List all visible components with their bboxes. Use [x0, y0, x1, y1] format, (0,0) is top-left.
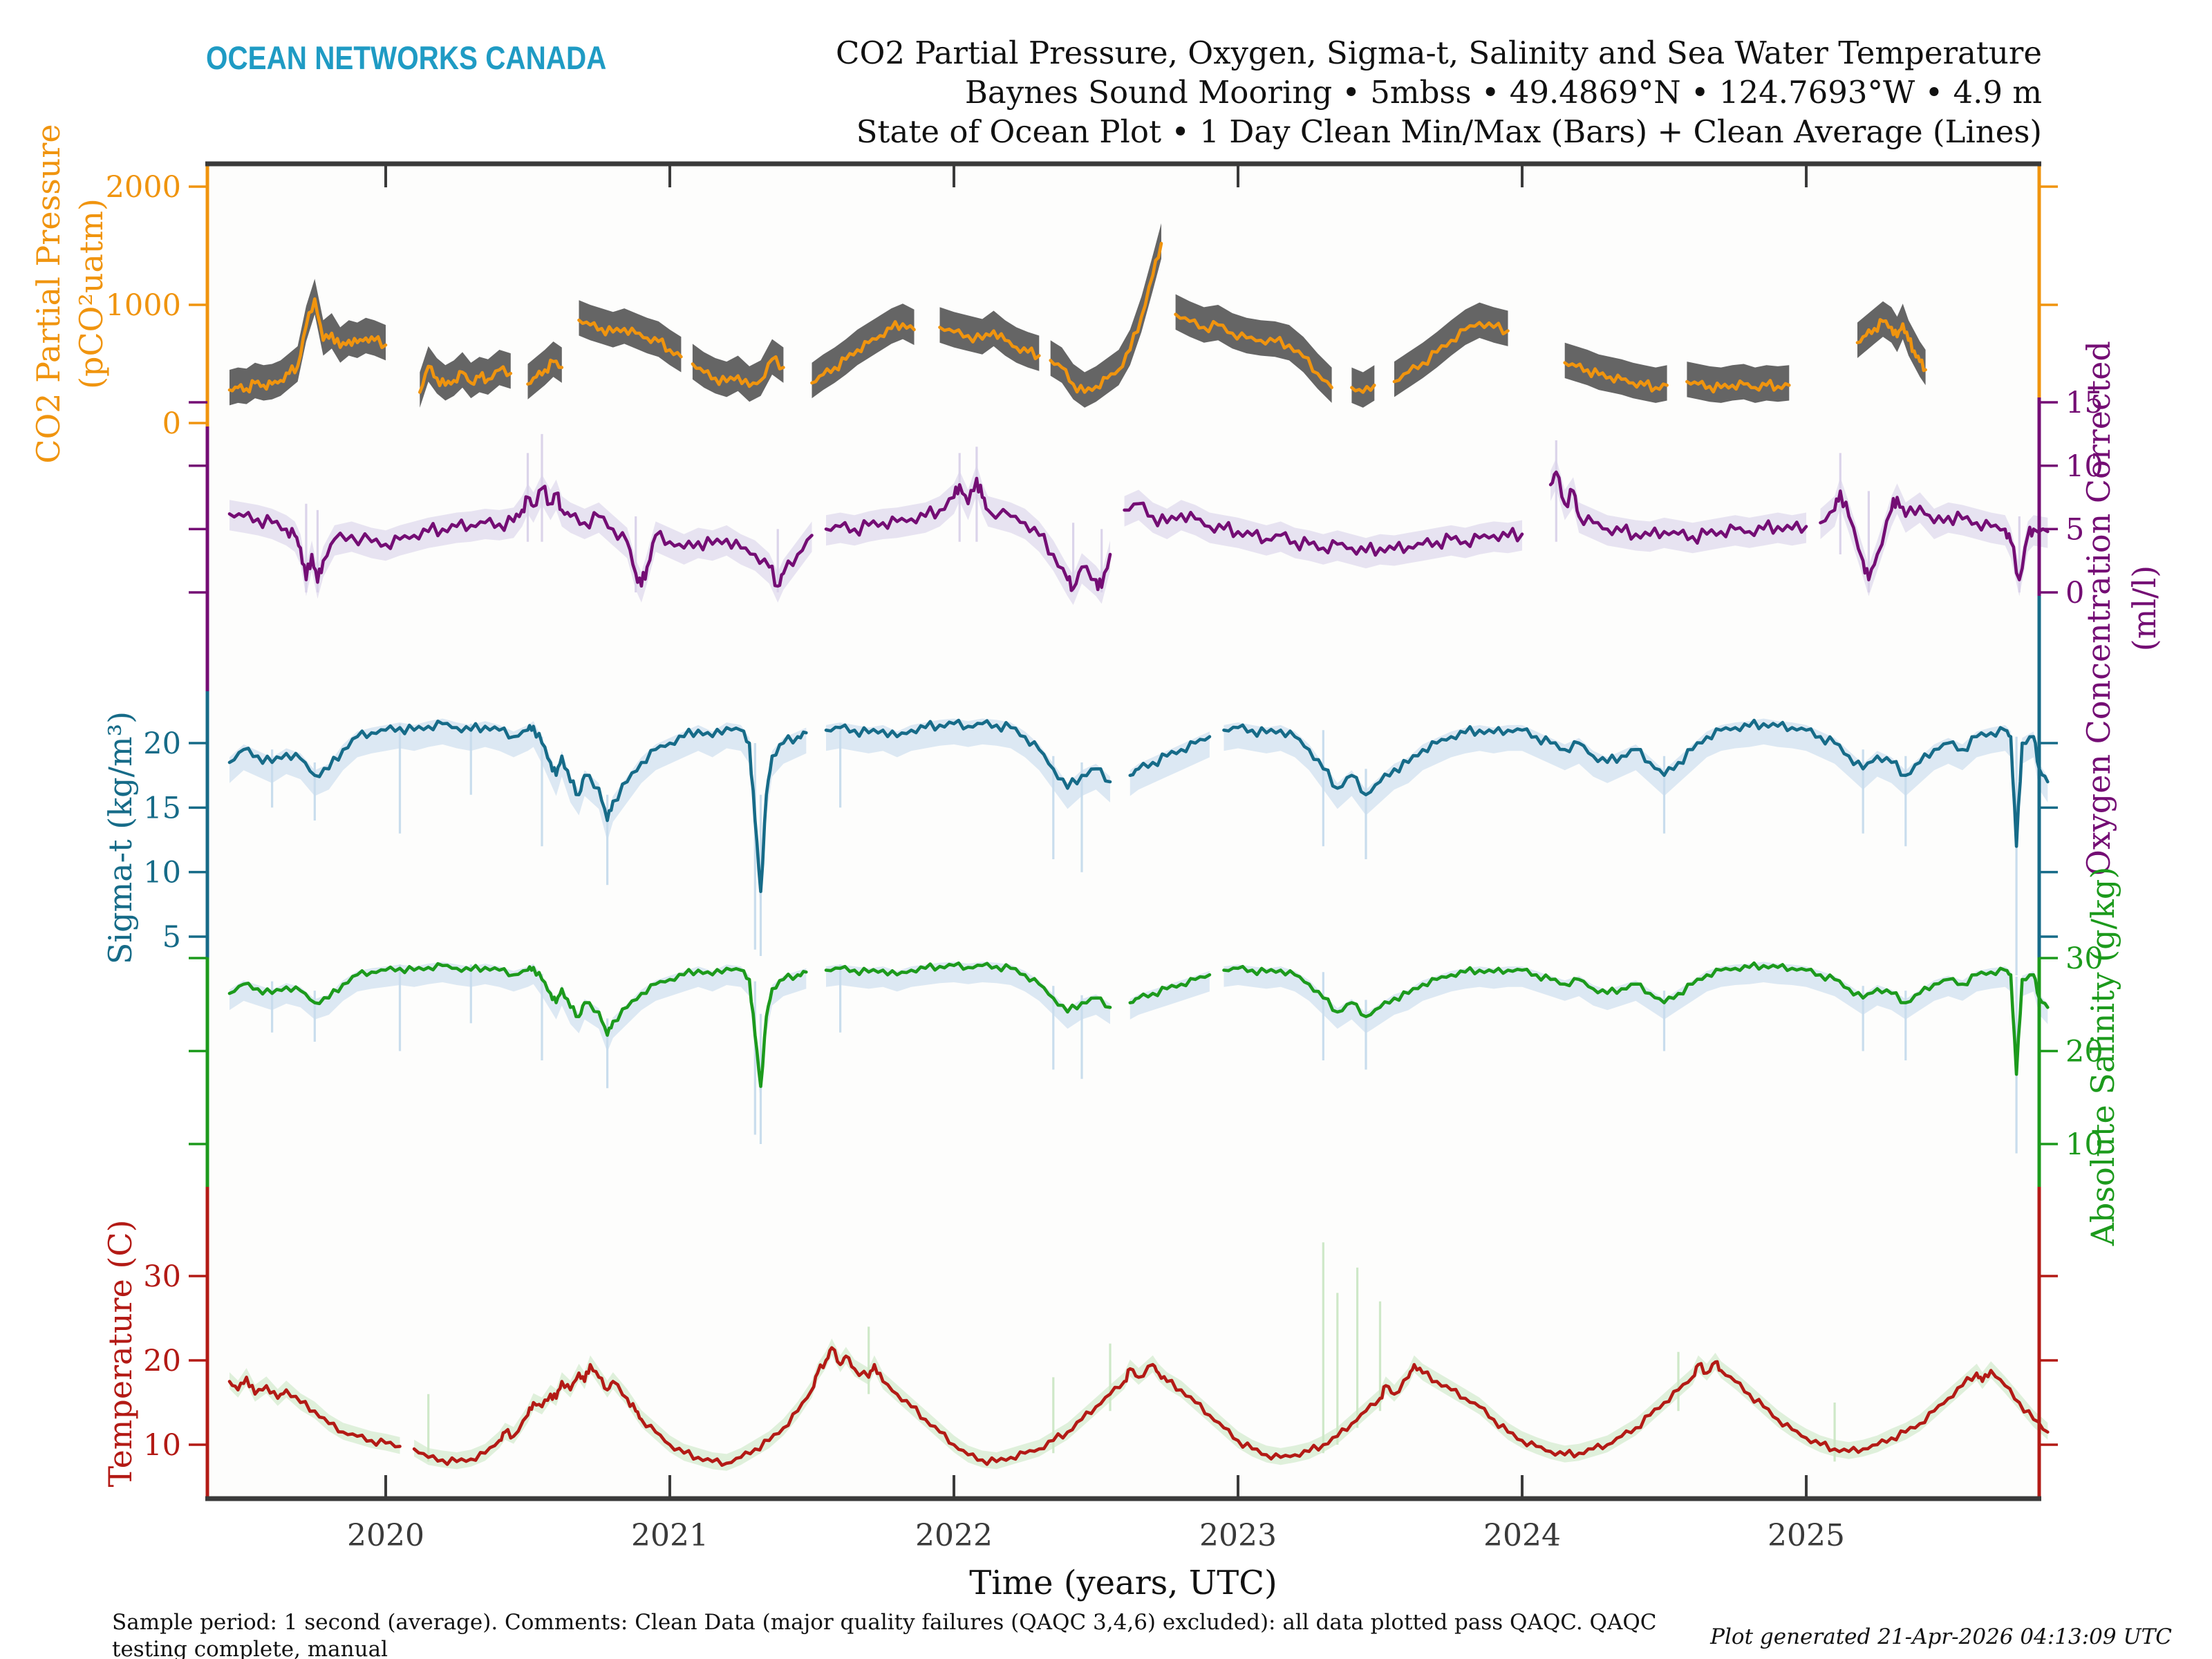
co2_partial_pressure-band — [1564, 342, 1667, 403]
sigma_t-tick-label: 5 — [162, 920, 181, 955]
temperature-tick-label: 20 — [143, 1344, 181, 1378]
temperature-line — [227, 1376, 402, 1449]
plot-title: CO2 Partial Pressure, Oxygen, Sigma-t, S… — [836, 33, 2042, 151]
co2_partial_pressure-line — [1174, 312, 1333, 389]
sigma_t-line — [1128, 735, 1212, 777]
x-tick-label: 2021 — [631, 1518, 709, 1553]
co2_partial_pressure-line — [418, 364, 513, 394]
x-tick-label: 2022 — [915, 1518, 993, 1553]
temperature-band — [414, 1338, 2048, 1471]
co2_partial_pressure-line — [227, 297, 388, 394]
sigma_t-line — [1222, 718, 2050, 848]
absolute_salinity-tick-label: 30 — [2065, 941, 2103, 976]
co2_partial_pressure-line — [691, 355, 785, 388]
oxygen_concentration-axis-title: (ml/l) — [2126, 565, 2163, 651]
co2_partial_pressure-line — [810, 320, 916, 385]
temperature-tick-label: 30 — [143, 1259, 181, 1294]
co2_partial_pressure-line — [1392, 321, 1510, 384]
co2_partial_pressure-band — [1394, 302, 1508, 397]
axes: 2000 1000 0 CO2 Partial Pressure (pCO²uatm) 1… — [30, 124, 2163, 1602]
co2_partial_pressure-tick-label: 2000 — [106, 170, 181, 205]
co2_partial_pressure-line — [1563, 361, 1669, 393]
absolute_salinity-line — [824, 961, 1112, 1014]
co2_partial_pressure-band — [579, 300, 682, 373]
co2_partial_pressure-line — [577, 318, 683, 359]
plot-title-line2: Baynes Sound Mooring • 5mbss • 49.4869°N… — [964, 74, 2042, 111]
footer-line1: Sample period: 1 second (average). Comme… — [112, 1610, 1657, 1659]
sigma_t-tick-label: 10 — [143, 856, 181, 890]
co2_partial_pressure-band — [229, 279, 386, 406]
absolute_salinity-line — [1128, 973, 1212, 1004]
absolute_salinity-band — [826, 962, 1110, 1029]
temperature-line — [412, 1346, 2050, 1467]
sigma_t-axis-title: Sigma-t (kg/m³) — [102, 711, 139, 964]
co2_partial_pressure-band — [692, 339, 784, 402]
average-lines — [227, 241, 2050, 1467]
oxygen_concentration-band — [1124, 489, 1522, 569]
absolute_salinity-tick-label: 10 — [2065, 1127, 2103, 1162]
sigma_t-tick-label: 20 — [143, 727, 181, 761]
co2_partial_pressure-tick-label: 1000 — [106, 288, 181, 323]
plot-title-line3: State of Ocean Plot • 1 Day Clean Min/Ma… — [856, 113, 2042, 150]
x-tick-label: 2020 — [347, 1518, 424, 1553]
temperature-tick-label: 10 — [143, 1428, 181, 1463]
sigma_t-line — [227, 720, 808, 893]
co2_partial_pressure-band — [1351, 365, 1375, 408]
co2_partial_pressure-tick-label: 0 — [162, 406, 181, 441]
oxygen_concentration-band — [1820, 477, 2048, 597]
oxygen_concentration-axis-title: Oxygen Concentration Corrected — [2080, 341, 2117, 876]
footer-comments: Sample period: 1 second (average). Comme… — [112, 1609, 1702, 1659]
oxygen_concentration-tick-label: 0 — [2065, 576, 2084, 610]
sigma_t-band — [229, 718, 807, 912]
oxygen_concentration-line — [1819, 489, 2050, 581]
oxygen_concentration-tick-label: 15 — [2065, 386, 2103, 420]
plot-title-line1: CO2 Partial Pressure, Oxygen, Sigma-t, S… — [836, 35, 2042, 71]
oxygen_concentration-tick-label: 10 — [2065, 449, 2103, 484]
x-tick-label: 2024 — [1483, 1518, 1561, 1553]
x-tick-label: 2025 — [1768, 1518, 1845, 1553]
x-axis-title: Time (years, UTC) — [969, 1564, 1277, 1602]
co2_partial_pressure-band — [939, 307, 1040, 371]
absolute_salinity-line — [227, 962, 808, 1088]
oxygen_concentration-band — [826, 464, 1110, 606]
co2_partial_pressure-line — [526, 358, 564, 386]
co2_partial_pressure-band — [1050, 223, 1161, 408]
sigma_t-band — [1130, 731, 1210, 796]
sigma_t-band — [826, 718, 1110, 809]
x-tick-label: 2023 — [1199, 1518, 1277, 1553]
onc-logo: OCEAN NETWORKS CANADA — [206, 39, 607, 76]
temperature-axis-title: Temperature (C) — [102, 1219, 139, 1487]
sigma_t-line — [824, 718, 1112, 790]
absolute_salinity-band — [1224, 962, 2048, 1091]
oxygen_concentration-line — [1123, 501, 1524, 557]
co2_partial_pressure-line — [1685, 379, 1791, 394]
co2_partial_pressure-line — [1855, 318, 1927, 373]
co2_partial_pressure-axis-title: (pCO²uatm) — [73, 198, 110, 389]
co2_partial_pressure-line — [1350, 384, 1376, 394]
co2_partial_pressure-line — [938, 326, 1041, 361]
absolute_salinity-band — [1130, 971, 1210, 1020]
oxygen_concentration-line — [824, 476, 1112, 592]
co2_partial_pressure-band — [1857, 301, 1926, 386]
sigma_t-band — [1224, 718, 2048, 868]
absolute_salinity-band — [229, 962, 807, 1103]
absolute_salinity-tick-label: 20 — [2065, 1035, 2103, 1069]
absolute_salinity-line — [1222, 961, 2050, 1076]
absolute_salinity-axis-title: Absolute Salinity (g/kg) — [2084, 867, 2121, 1247]
co2_partial_pressure-axis-title: CO2 Partial Pressure — [30, 124, 67, 463]
oxygen_concentration-line — [227, 485, 814, 588]
oxygen_concentration-line — [1548, 470, 1808, 545]
oxygen_concentration-tick-label: 5 — [2065, 512, 2084, 547]
generated-timestamp: Plot generated 21-Apr-2026 04:13:09 UTC — [1710, 1624, 2172, 1649]
co2_partial_pressure-line — [1049, 241, 1163, 394]
sigma_t-tick-label: 15 — [143, 791, 181, 825]
